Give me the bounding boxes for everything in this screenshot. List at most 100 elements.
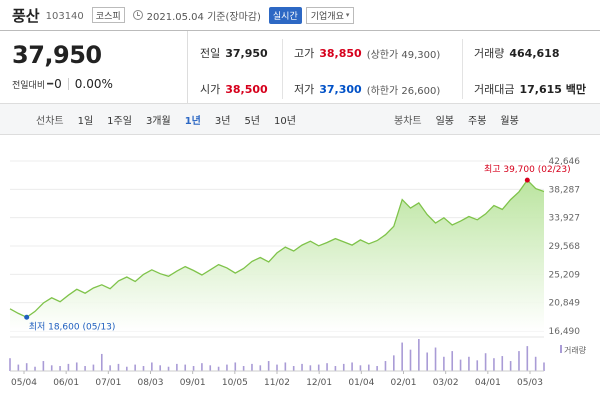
volume-bar xyxy=(534,356,537,371)
stat-open: 시가 38,500 xyxy=(200,81,268,97)
volume-bar xyxy=(326,363,328,371)
stat-label: 거래대금 xyxy=(474,83,515,96)
volume-bar xyxy=(209,365,212,371)
volume-bar xyxy=(9,358,11,371)
volume-bar xyxy=(476,360,479,371)
volume-bar xyxy=(317,364,320,371)
x-tick-label: 01/04 xyxy=(348,378,374,388)
chart-tab-bar: 선차트 1일 1주일 3개월 1년 3년 5년 10년 봉차트 일봉 주봉 월봉 xyxy=(0,104,600,135)
volume-bar xyxy=(367,364,370,371)
volume-bar xyxy=(259,365,262,371)
volume-bar xyxy=(342,363,345,371)
tab-5y[interactable]: 5년 xyxy=(244,116,260,127)
company-overview-button[interactable]: 기업개요 ▾ xyxy=(305,6,355,24)
volume-bar xyxy=(434,347,437,371)
volume-bar xyxy=(159,365,161,371)
x-tick-label: 05/04 xyxy=(11,378,37,388)
volume-bar xyxy=(418,339,420,371)
lower-limit: (하한가 26,600) xyxy=(366,85,441,97)
volume-bar xyxy=(75,362,78,371)
volume-bar xyxy=(267,361,270,371)
company-overview-label: 기업개요 xyxy=(310,11,344,22)
volume-bar xyxy=(276,364,278,371)
volume-bar xyxy=(234,362,237,371)
stock-header: 풍산 103140 코스피 2021.05.04 기준(장마감) 실시간 기업개… xyxy=(0,0,600,30)
price-chart[interactable]: 42,646 38,287 33,927 29,568 25,209 20,849 16,4… xyxy=(0,135,600,401)
x-tick-label: 03/02 xyxy=(433,378,459,388)
volume-bar xyxy=(126,366,128,371)
volume-bar xyxy=(201,363,203,371)
y-tick-label: 20,849 xyxy=(549,299,581,309)
price-panel: 37,950 전일대비 ━ 0 0.00% xyxy=(0,31,188,105)
volume-bar xyxy=(284,362,287,371)
quote-date: 2021.05.04 기준(장마감) xyxy=(146,11,261,23)
volume-bar xyxy=(359,365,362,371)
tab-daily[interactable]: 일봉 xyxy=(435,116,455,127)
tab-3y[interactable]: 3년 xyxy=(214,116,231,127)
realtime-button[interactable]: 실시간 xyxy=(268,6,302,24)
volume-legend-swatch xyxy=(560,345,562,353)
market-badge: 코스피 xyxy=(91,7,125,23)
volume-bar xyxy=(42,361,45,371)
stat-value: 37,300 xyxy=(319,82,362,96)
volume-bar xyxy=(151,362,153,371)
volume-bar xyxy=(384,361,387,371)
stat-low: 저가 37,300 (하한가 26,600) xyxy=(294,81,440,97)
x-tick-label: 08/03 xyxy=(138,378,164,388)
volume-bar xyxy=(518,351,520,371)
volume-bar xyxy=(25,363,28,371)
price-line xyxy=(9,179,545,319)
volume-bar xyxy=(142,366,145,371)
y-tick-label: 25,209 xyxy=(549,270,581,280)
upper-limit: (상한가 49,300) xyxy=(366,49,441,61)
volume-bar xyxy=(526,346,529,371)
tab-weekly[interactable]: 주봉 xyxy=(468,116,487,127)
stat-label: 거래량 xyxy=(474,47,505,60)
tab-1d[interactable]: 1일 xyxy=(77,116,94,127)
stat-label: 시가 xyxy=(200,83,221,96)
stock-code: 103140 xyxy=(45,11,84,22)
y-tick-label: 38,287 xyxy=(549,185,581,195)
tab-10y[interactable]: 10년 xyxy=(274,116,296,127)
volume-bar xyxy=(67,363,70,371)
tab-1y[interactable]: 1년 xyxy=(184,116,201,127)
volume-bar xyxy=(117,363,120,371)
quote-summary: 37,950 전일대비 ━ 0 0.00% 전일 37,950 시가 38,50… xyxy=(0,30,600,105)
volume-bar xyxy=(459,359,462,371)
tab-3m[interactable]: 3개월 xyxy=(145,116,171,127)
y-tick-label: 16,490 xyxy=(549,327,581,337)
volume-bar xyxy=(468,356,470,371)
volume-bar xyxy=(192,366,195,371)
stat-label: 저가 xyxy=(294,83,315,96)
x-tick-label: 11/02 xyxy=(264,378,290,388)
volume-bar xyxy=(176,363,178,371)
tab-1w[interactable]: 1주일 xyxy=(107,116,132,127)
volume-bar xyxy=(509,361,512,371)
stat-value: 37,950 xyxy=(225,46,268,60)
volume-bar xyxy=(217,366,220,371)
x-tick-label: 06/01 xyxy=(53,378,79,388)
y-tick-label: 29,568 xyxy=(549,242,581,252)
volume-label: 거래량 xyxy=(564,345,587,355)
price-area xyxy=(10,180,544,331)
stat-prev-close: 전일 37,950 xyxy=(200,45,268,61)
divider xyxy=(282,39,283,99)
stock-name: 풍산 xyxy=(12,6,40,25)
high-annotation: 최고 39,700 (02/23) xyxy=(484,164,571,175)
current-price: 37,950 xyxy=(12,41,102,69)
y-tick-label: 33,927 xyxy=(549,214,581,224)
volume-bar xyxy=(334,366,337,371)
volume-bar xyxy=(226,364,228,371)
x-tick-label: 07/01 xyxy=(95,378,121,388)
tab-monthly[interactable]: 월봉 xyxy=(500,116,519,127)
x-tick-label: 05/03 xyxy=(517,378,543,388)
volume-bar xyxy=(409,349,412,371)
volume-bar xyxy=(376,366,378,371)
volume-bar xyxy=(401,342,403,371)
volume-bar xyxy=(184,364,187,371)
volume-bar xyxy=(351,362,353,371)
volume-bar xyxy=(167,366,170,371)
change-label: 전일대비 xyxy=(12,80,46,91)
volume-bar xyxy=(134,364,136,371)
stat-label: 전일 xyxy=(200,47,221,60)
